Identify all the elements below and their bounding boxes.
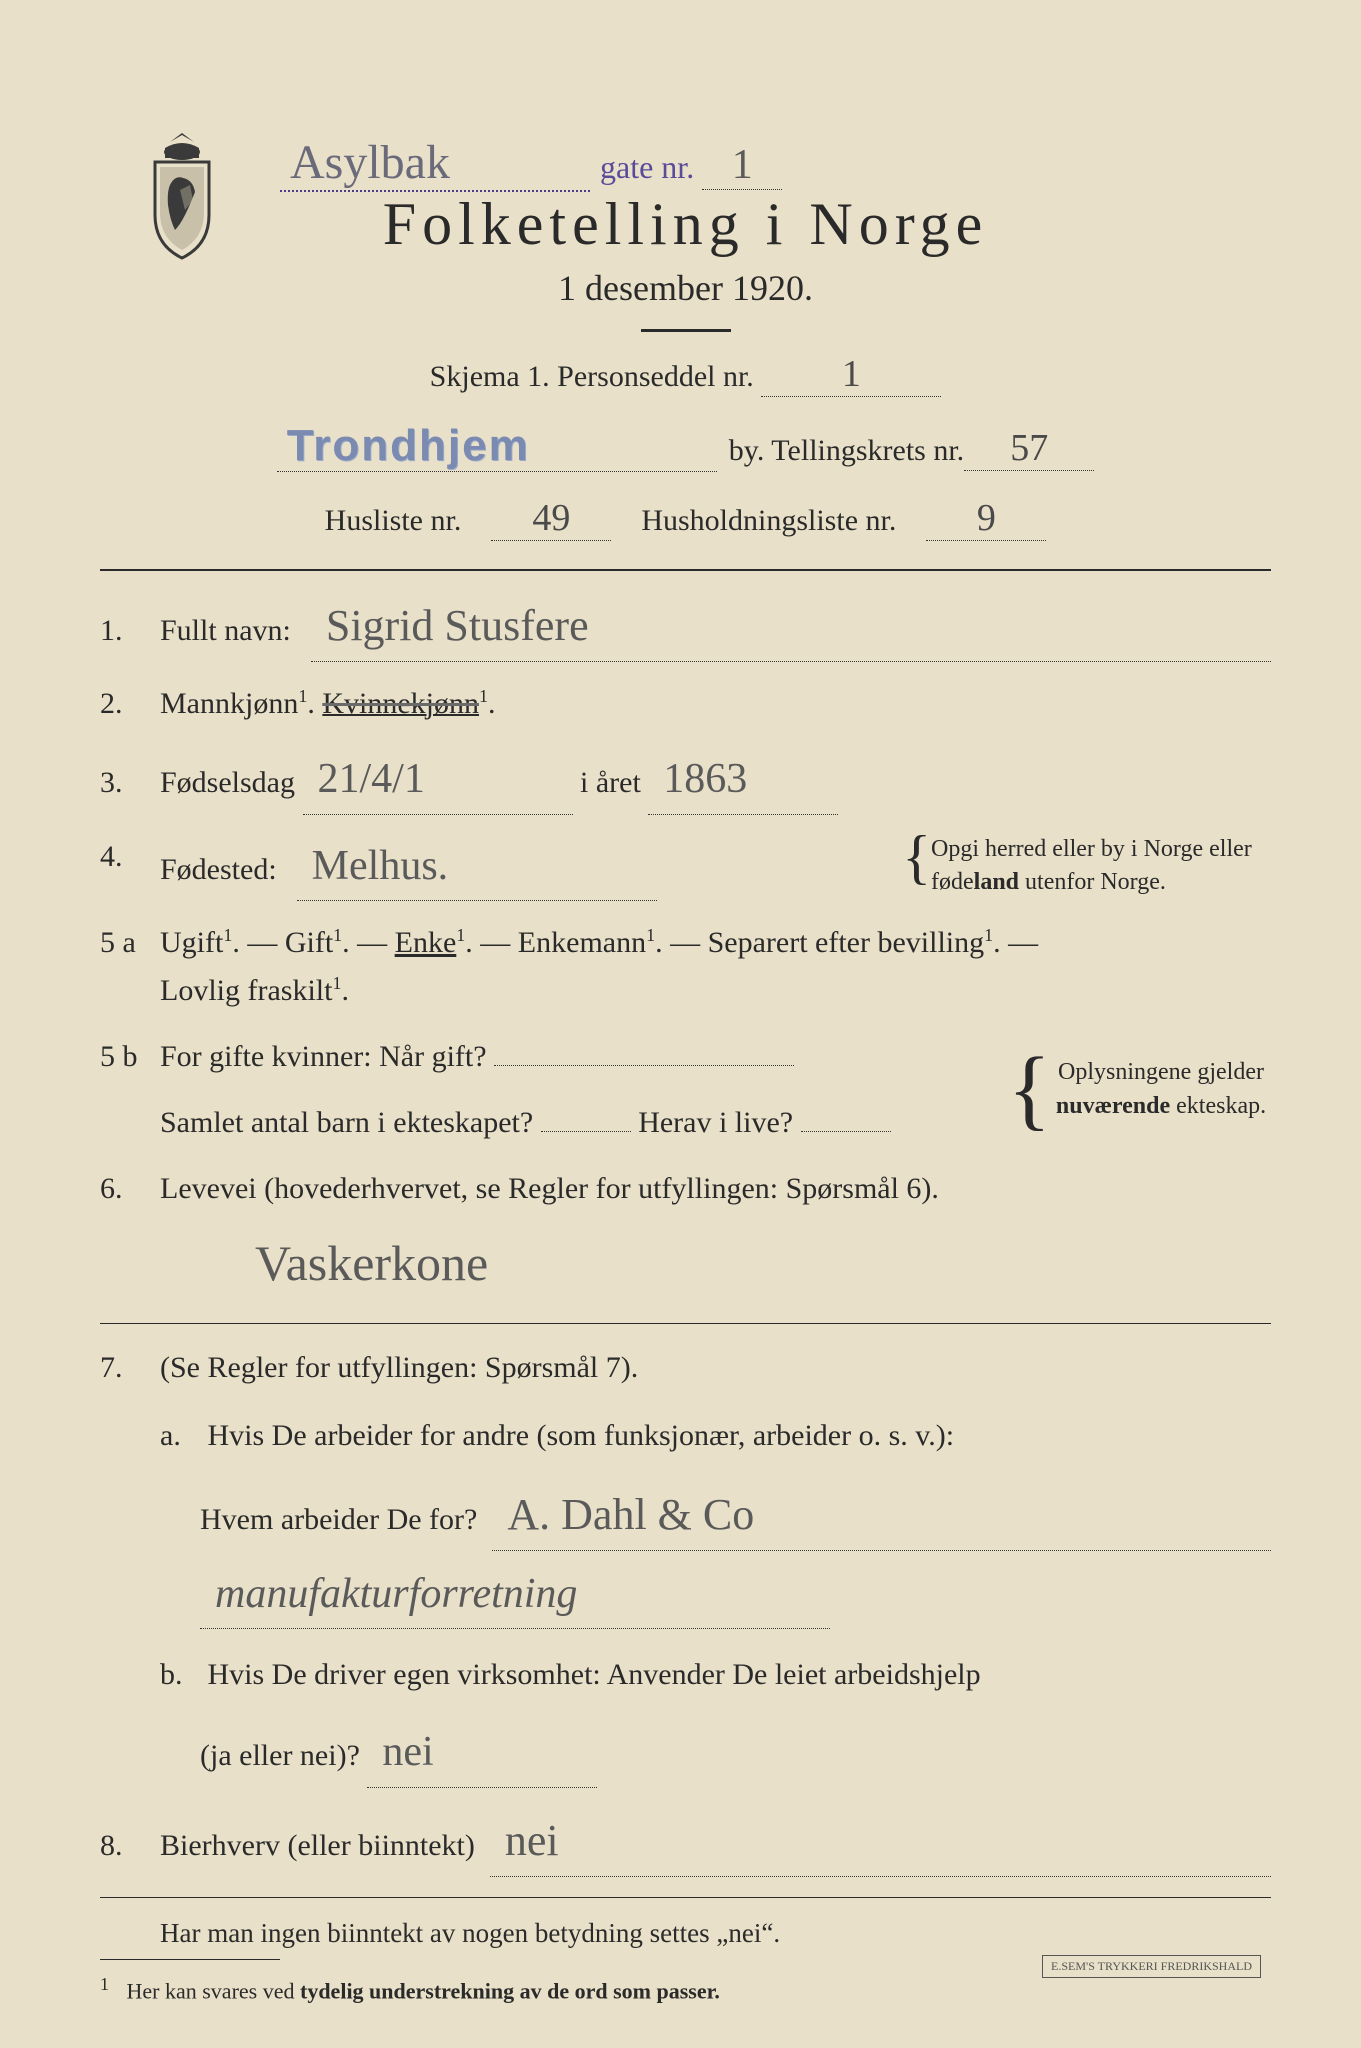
q7-num: 7. bbox=[100, 1344, 160, 1392]
gate-number-field: 1 bbox=[702, 141, 782, 190]
q2-mann: Mannkjønn bbox=[160, 687, 298, 720]
q5b-note: Oplysningene gjelder nuværende ekteskap. bbox=[1051, 1056, 1271, 1123]
q2-kvinne: Kvinnekjønn bbox=[322, 687, 479, 720]
q5a-num: 5 a bbox=[100, 919, 160, 967]
q4-row: 4. Fødested: Melhus. { Opgi herred eller… bbox=[100, 833, 1271, 901]
q4-value: Melhus. bbox=[297, 833, 657, 901]
q1-row: 1. Fullt navn: Sigrid Stusfere bbox=[100, 591, 1271, 662]
q1-label: Fullt navn: bbox=[160, 607, 291, 655]
q7b-letter: b. bbox=[160, 1651, 200, 1699]
q3-year: 1863 bbox=[648, 746, 838, 814]
husliste-label: Husliste nr. bbox=[325, 504, 462, 538]
printer-mark: E.SEM'S TRYKKERI FREDRIKSHALD bbox=[1042, 1955, 1261, 1978]
q3-num: 3. bbox=[100, 759, 160, 807]
page-subtitle: 1 desember 1920. bbox=[100, 267, 1271, 309]
q5b-line2b: Herav i live? bbox=[638, 1106, 793, 1139]
q5a-separert: Separert efter bevilling bbox=[708, 926, 985, 959]
q5b-line2a: Samlet antal barn i ekteskapet? bbox=[160, 1106, 533, 1139]
q7b-value: nei bbox=[367, 1719, 597, 1787]
city-field: Trondhjem bbox=[277, 421, 717, 472]
title-divider bbox=[641, 329, 731, 332]
q5b-gift-field bbox=[494, 1065, 794, 1066]
q6-label: Levevei (hovederhvervet, se Regler for u… bbox=[160, 1172, 939, 1205]
husholdning-label: Husholdningsliste nr. bbox=[641, 504, 896, 538]
footnote-divider bbox=[100, 1959, 280, 1960]
q5a-gift: Gift bbox=[285, 926, 333, 959]
q5a-row: 5 a Ugift1. — Gift1. — Enke1. — Enkemann… bbox=[100, 919, 1271, 1015]
city-stamp: Trondhjem bbox=[287, 421, 530, 470]
q8-row: 8. Bierhverv (eller biinntekt) nei bbox=[100, 1806, 1271, 1877]
q5b-row: 5 b For gifte kvinner: Når gift? Samlet … bbox=[100, 1033, 1271, 1147]
section-divider-1 bbox=[100, 1323, 1271, 1324]
coat-of-arms-icon bbox=[135, 130, 230, 260]
q2-row: 2. Mannkjønn1. Kvinnekjønn1. bbox=[100, 680, 1271, 728]
q6-row: 6. Levevei (hovederhvervet, se Regler fo… bbox=[100, 1165, 1271, 1303]
census-form-page: Asylbak gate nr. 1 Folketelling i Norge … bbox=[0, 0, 1361, 2048]
q4-label: Fødested: bbox=[160, 846, 277, 894]
by-label: by. Tellingskrets nr. bbox=[729, 434, 964, 468]
q7a-question: Hvem arbeider De for? bbox=[200, 1496, 477, 1544]
lists-line: Husliste nr. 49 Husholdningsliste nr. 9 bbox=[100, 496, 1271, 541]
q3-year-label: i året bbox=[580, 766, 641, 799]
q5b-live-field bbox=[801, 1131, 891, 1132]
q7a-letter: a. bbox=[160, 1412, 200, 1460]
q4-num: 4. bbox=[100, 833, 160, 881]
q3-label: Fødselsdag bbox=[160, 766, 295, 799]
skjema-line: Skjema 1. Personseddel nr. 1 bbox=[100, 352, 1271, 397]
q1-num: 1. bbox=[100, 607, 160, 655]
husholdning-field: 9 bbox=[926, 496, 1046, 541]
personseddel-nr-field: 1 bbox=[761, 352, 941, 397]
q7a-value1: A. Dahl & Co bbox=[492, 1480, 1271, 1551]
q7a-value2: manufakturforretning bbox=[200, 1561, 830, 1629]
q5a-ugift: Ugift bbox=[160, 926, 223, 959]
footnote: 1 Her kan svares ved tydelig understrekn… bbox=[100, 1974, 1271, 2004]
footer-note: Har man ingen biinntekt av nogen betydni… bbox=[160, 1918, 1271, 1949]
q5b-num: 5 b bbox=[100, 1033, 160, 1081]
gate-label: gate nr. bbox=[600, 149, 694, 186]
section-divider-2 bbox=[100, 1897, 1271, 1898]
q5a-enke: Enke bbox=[395, 926, 457, 959]
skjema-label: Skjema 1. Personseddel nr. bbox=[430, 360, 754, 393]
street-name-field: Asylbak bbox=[280, 135, 590, 192]
q3-row: 3. Fødselsdag 21/4/1 i året 1863 bbox=[100, 746, 1271, 814]
q4-note: Opgi herred eller by i Norge eller fødel… bbox=[931, 833, 1271, 900]
husliste-field: 49 bbox=[491, 496, 611, 541]
q5a-enkemann: Enkemann bbox=[518, 926, 646, 959]
tellingskrets-field: 57 bbox=[964, 426, 1094, 471]
main-divider bbox=[100, 569, 1271, 571]
q5a-fraskilt: Lovlig fraskilt bbox=[160, 974, 332, 1007]
q8-num: 8. bbox=[100, 1822, 160, 1870]
city-line: Trondhjem by. Tellingskrets nr. 57 bbox=[100, 421, 1271, 472]
q6-value: Vaskerkone bbox=[240, 1223, 503, 1303]
q7b-label: Hvis De driver egen virksomhet: Anvender… bbox=[208, 1658, 981, 1691]
q7a-label: Hvis De arbeider for andre (som funksjon… bbox=[208, 1419, 955, 1452]
q8-label: Bierhverv (eller biinntekt) bbox=[160, 1822, 475, 1870]
q3-day: 21/4/1 bbox=[303, 746, 573, 814]
q6-num: 6. bbox=[100, 1165, 160, 1213]
q7-label: (Se Regler for utfyllingen: Spørsmål 7). bbox=[160, 1344, 1271, 1392]
norway-coat-arms-svg bbox=[135, 130, 230, 260]
q7b-question: (ja eller nei)? bbox=[200, 1739, 360, 1772]
q1-value: Sigrid Stusfere bbox=[311, 591, 1271, 662]
brace-icon-2: { bbox=[1008, 1054, 1051, 1126]
q5b-barn-field bbox=[541, 1131, 631, 1132]
q8-value: nei bbox=[490, 1806, 1271, 1877]
q5b-line1: For gifte kvinner: Når gift? bbox=[160, 1040, 487, 1073]
street-header: Asylbak gate nr. 1 bbox=[280, 135, 1241, 192]
page-title: Folketelling i Norge bbox=[100, 190, 1271, 259]
q2-num: 2. bbox=[100, 680, 160, 728]
brace-icon: { bbox=[902, 833, 931, 881]
q7-row: 7. (Se Regler for utfyllingen: Spørsmål … bbox=[100, 1344, 1271, 1788]
